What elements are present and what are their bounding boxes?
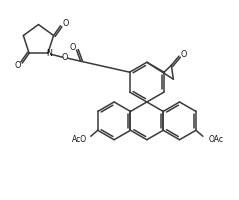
Text: O: O xyxy=(61,53,68,62)
Text: O: O xyxy=(181,50,187,59)
Text: N: N xyxy=(46,49,52,58)
Text: O: O xyxy=(69,43,76,52)
Text: O: O xyxy=(14,61,21,70)
Text: OAc: OAc xyxy=(208,135,223,144)
Text: O: O xyxy=(62,19,69,28)
Text: AcO: AcO xyxy=(72,135,87,144)
